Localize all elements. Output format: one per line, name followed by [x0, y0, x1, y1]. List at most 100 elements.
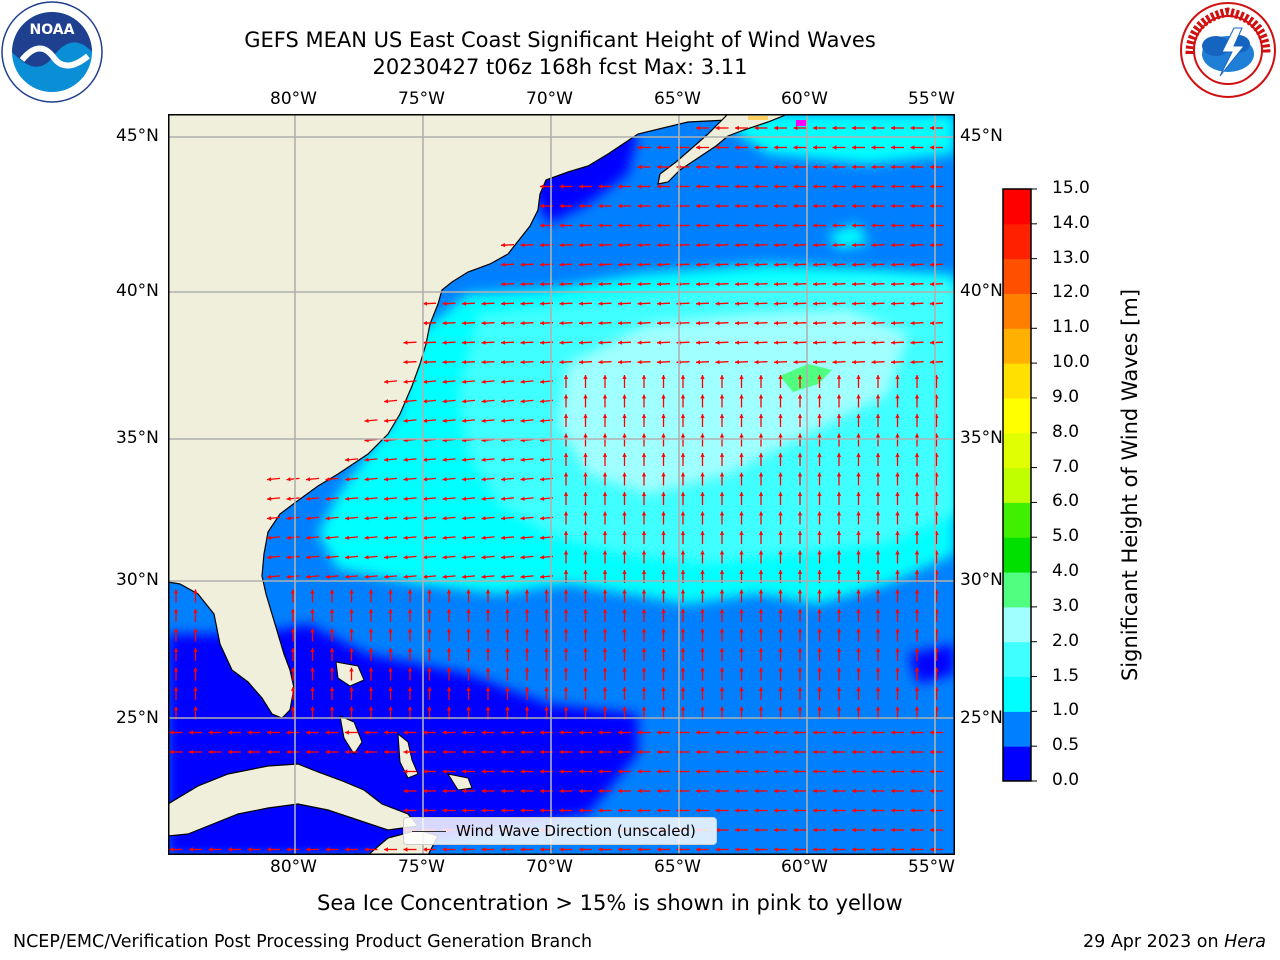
wave-arrow-head [485, 589, 491, 594]
wave-arrow-head [423, 555, 428, 560]
wave-arrow-head [637, 321, 642, 326]
wave-arrow-head [758, 414, 764, 418]
wave-arrow-head [524, 609, 530, 613]
wave-arrow-head [602, 589, 608, 594]
wave-arrow-head [680, 687, 686, 691]
wave-arrow-head [778, 531, 783, 535]
wave-arrow-head [325, 749, 330, 755]
wave-arrow-head [793, 321, 798, 326]
wave-arrow-head [719, 589, 725, 594]
wave-arrow-head [797, 570, 803, 574]
colorbar-tick-label: 13.0 [1052, 247, 1090, 268]
wave-arrow-head [657, 262, 662, 267]
colorbar-segment [1003, 711, 1031, 747]
wave-arrow-head [462, 457, 467, 462]
wave-arrow-head [306, 496, 311, 501]
wave-arrow-head [754, 243, 759, 248]
wave-arrow-head [520, 321, 525, 326]
lon-label-top-65w: 65°W [654, 89, 701, 109]
wave-arrow-head [310, 589, 315, 594]
wave-arrow-head [735, 827, 739, 833]
wave-arrow-head [329, 706, 335, 711]
wave-arrow-head [364, 847, 369, 852]
wave-arrow-head [797, 687, 803, 691]
wave-arrow-head [583, 648, 588, 652]
wave-arrow-head [193, 609, 198, 613]
wave-arrow-head [735, 223, 739, 228]
wave-arrow-head [813, 125, 817, 131]
wave-arrow-head [247, 730, 252, 735]
wave-arrow-head [306, 516, 311, 521]
wave-arrow-head [501, 808, 505, 813]
wave-arrow-head [384, 399, 389, 404]
colorbar-tick-label: 3.0 [1052, 595, 1080, 616]
wave-arrow-head [306, 749, 310, 755]
wave-arrow-head [871, 340, 876, 345]
lat-label-right-40n: 40°N [960, 281, 1003, 301]
wave-arrow-head [758, 453, 764, 457]
wave-arrow-head [563, 472, 569, 477]
wave-arrow-head [364, 555, 369, 560]
wave-arrow-head [910, 808, 915, 813]
wave-arrow-head [871, 321, 876, 326]
wave-arrow-head [754, 321, 759, 326]
wave-arrow-head [739, 453, 744, 457]
wave-arrow-head [700, 492, 705, 496]
wave-arrow-head [914, 648, 920, 652]
wave-arrow-head [481, 457, 486, 462]
wave-arrow-head [856, 667, 861, 672]
wave-arrow-head [559, 243, 564, 248]
wave-arrow-head [520, 243, 525, 248]
wave-arrow-head [895, 648, 900, 652]
wave-arrow-head [817, 511, 822, 516]
wave-arrow-head [306, 555, 311, 560]
wave-arrow-head [481, 379, 486, 384]
wave-arrow-head [349, 609, 354, 613]
noaa-logo: NOAA [1, 1, 103, 103]
wave-arrow-head [345, 730, 349, 735]
wave-arrow-head [446, 687, 452, 691]
wave-arrow-head [715, 788, 720, 794]
colorbar-segment [1003, 223, 1031, 260]
wave-arrow-head [813, 788, 817, 794]
wave-arrow-head [310, 609, 315, 613]
wave-arrow-head [598, 223, 603, 228]
wave-arrow-head [680, 628, 686, 633]
wave-arrow-head [930, 301, 935, 306]
wave-arrow-head [481, 516, 486, 521]
wave-arrow-head [891, 184, 895, 189]
wave-arrow-head [540, 184, 544, 189]
wave-arrow-head [364, 418, 369, 423]
wave-arrow-head [622, 589, 627, 594]
wave-arrow-head [481, 730, 486, 735]
wave-arrow-head [501, 418, 506, 423]
wave-arrow-head [871, 301, 876, 306]
wave-arrow-head [540, 749, 544, 755]
wave-arrow-head [520, 301, 525, 306]
wave-arrow-head [696, 262, 701, 267]
wave-arrow-head [817, 570, 822, 574]
legend-line-swatch [412, 831, 446, 832]
wave-arrow-head [852, 769, 856, 774]
wave-arrow-head [910, 164, 915, 170]
wave-arrow-head [680, 433, 686, 438]
lon-label-bottom-65w: 65°W [654, 857, 701, 877]
wave-arrow-head [602, 628, 608, 633]
wave-arrow-head [622, 511, 627, 516]
wave-arrow-head [583, 433, 588, 438]
wave-arrow-head [680, 609, 686, 613]
wave-arrow-head [700, 414, 705, 418]
wave-arrow-head [462, 340, 467, 345]
wave-arrow-head [758, 706, 764, 711]
wave-arrow-head [384, 418, 389, 423]
wave-arrow-head [637, 360, 642, 365]
wave-arrow-head [345, 847, 349, 852]
wave-arrow-head [462, 769, 466, 774]
wave-arrow-head [364, 457, 369, 462]
wave-arrow-head [836, 414, 842, 418]
wave-arrow-head [832, 730, 837, 735]
wave-arrow-head [715, 340, 720, 345]
wave-arrow-head [622, 414, 627, 418]
wave-arrow-head [173, 609, 179, 613]
wave-arrow-head [559, 203, 564, 209]
